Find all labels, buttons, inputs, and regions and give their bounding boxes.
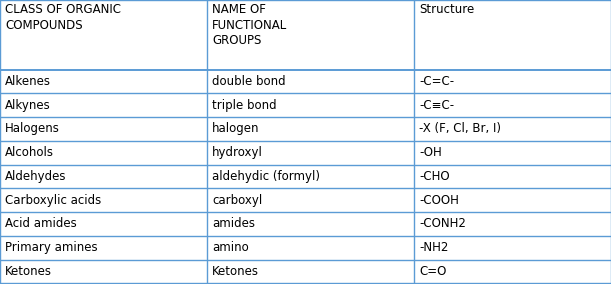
Text: Alkynes: Alkynes bbox=[5, 99, 51, 112]
Text: -CONH2: -CONH2 bbox=[419, 218, 466, 230]
Text: -COOH: -COOH bbox=[419, 194, 459, 207]
Text: Alcohols: Alcohols bbox=[5, 146, 54, 159]
Text: -C=C-: -C=C- bbox=[419, 75, 454, 88]
Text: amino: amino bbox=[212, 241, 249, 254]
Text: -CHO: -CHO bbox=[419, 170, 450, 183]
Text: Halogens: Halogens bbox=[5, 122, 60, 135]
Text: -C≡C-: -C≡C- bbox=[419, 99, 454, 112]
Text: -OH: -OH bbox=[419, 146, 442, 159]
Text: aldehydic (formyl): aldehydic (formyl) bbox=[212, 170, 320, 183]
Text: Ketones: Ketones bbox=[212, 265, 259, 278]
Text: -NH2: -NH2 bbox=[419, 241, 448, 254]
Text: triple bond: triple bond bbox=[212, 99, 277, 112]
Text: CLASS OF ORGANIC
COMPOUNDS: CLASS OF ORGANIC COMPOUNDS bbox=[5, 3, 121, 32]
Text: Ketones: Ketones bbox=[5, 265, 52, 278]
Text: Primary amines: Primary amines bbox=[5, 241, 98, 254]
Text: Structure: Structure bbox=[419, 3, 474, 16]
Text: double bond: double bond bbox=[212, 75, 285, 88]
Text: hydroxyl: hydroxyl bbox=[212, 146, 263, 159]
Text: Aldehydes: Aldehydes bbox=[5, 170, 67, 183]
Text: Acid amides: Acid amides bbox=[5, 218, 76, 230]
Text: Carboxylic acids: Carboxylic acids bbox=[5, 194, 101, 207]
Text: NAME OF
FUNCTIONAL
GROUPS: NAME OF FUNCTIONAL GROUPS bbox=[212, 3, 287, 47]
Text: C=O: C=O bbox=[419, 265, 446, 278]
Text: Alkenes: Alkenes bbox=[5, 75, 51, 88]
Text: -X (F, Cl, Br, I): -X (F, Cl, Br, I) bbox=[419, 122, 501, 135]
Text: carboxyl: carboxyl bbox=[212, 194, 262, 207]
Text: halogen: halogen bbox=[212, 122, 260, 135]
Text: amides: amides bbox=[212, 218, 255, 230]
